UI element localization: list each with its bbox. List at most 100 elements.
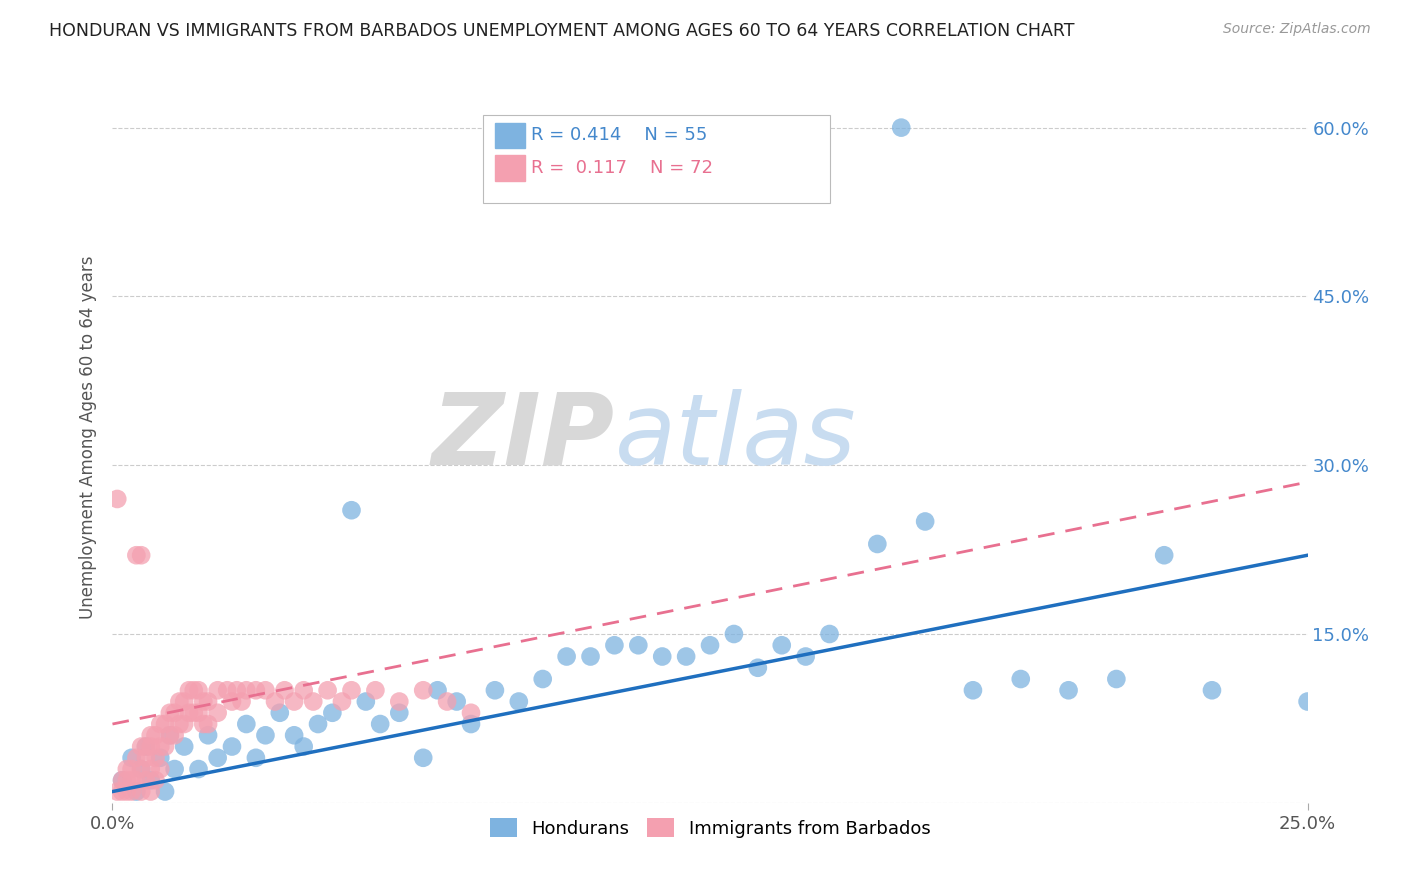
Text: R =  0.117    N = 72: R = 0.117 N = 72 — [531, 160, 713, 178]
Point — [153, 739, 176, 754]
Point — [460, 717, 482, 731]
Point — [217, 683, 239, 698]
Point — [388, 694, 411, 708]
Point — [302, 694, 325, 708]
Point — [129, 739, 152, 754]
Point — [235, 717, 257, 731]
Point — [354, 694, 377, 708]
Point — [1010, 672, 1032, 686]
Point — [436, 694, 458, 708]
Point — [364, 683, 387, 698]
Point — [163, 728, 186, 742]
Text: atlas: atlas — [614, 389, 856, 485]
Point — [330, 694, 353, 708]
Point — [111, 784, 134, 798]
Point — [484, 683, 506, 698]
Point — [173, 739, 195, 754]
Point — [187, 762, 209, 776]
Legend: Hondurans, Immigrants from Barbados: Hondurans, Immigrants from Barbados — [482, 811, 938, 845]
Point — [139, 773, 162, 788]
Point — [187, 706, 209, 720]
Point — [460, 706, 482, 720]
Text: HONDURAN VS IMMIGRANTS FROM BARBADOS UNEMPLOYMENT AMONG AGES 60 TO 64 YEARS CORR: HONDURAN VS IMMIGRANTS FROM BARBADOS UNE… — [49, 22, 1074, 40]
Point — [149, 739, 172, 754]
Point — [1201, 683, 1223, 698]
Point — [163, 706, 186, 720]
Point — [145, 751, 167, 765]
Point — [129, 762, 152, 776]
Point — [388, 706, 411, 720]
Point — [1057, 683, 1080, 698]
Point — [183, 706, 205, 720]
Point — [866, 537, 889, 551]
Point — [723, 627, 745, 641]
Point — [292, 739, 315, 754]
Point — [121, 751, 143, 765]
Point — [221, 694, 243, 708]
Point — [207, 683, 229, 698]
Text: R = 0.414    N = 55: R = 0.414 N = 55 — [531, 127, 707, 145]
Point — [149, 717, 172, 731]
Point — [121, 762, 143, 776]
Point — [177, 683, 200, 698]
Point — [962, 683, 984, 698]
Point — [193, 694, 215, 708]
Point — [135, 739, 157, 754]
Point — [193, 717, 215, 731]
Point — [197, 694, 219, 708]
Point — [675, 649, 697, 664]
Point — [340, 683, 363, 698]
Point — [273, 683, 295, 698]
Point — [177, 706, 200, 720]
Point — [207, 751, 229, 765]
Point — [890, 120, 912, 135]
Point — [1153, 548, 1175, 562]
Point — [115, 773, 138, 788]
Point — [111, 773, 134, 788]
Point — [207, 706, 229, 720]
Point — [187, 683, 209, 698]
Point — [316, 683, 339, 698]
Point — [153, 717, 176, 731]
Point — [221, 739, 243, 754]
Point — [183, 683, 205, 698]
Bar — [495, 122, 524, 148]
Point — [169, 717, 191, 731]
Point — [121, 773, 143, 788]
Point — [254, 683, 277, 698]
Point — [818, 627, 841, 641]
Point — [115, 762, 138, 776]
Point — [340, 503, 363, 517]
Point — [579, 649, 602, 664]
Point — [159, 728, 181, 742]
Point — [603, 638, 626, 652]
Point — [125, 751, 148, 765]
Point — [197, 717, 219, 731]
Point — [651, 649, 673, 664]
Point — [135, 773, 157, 788]
Point — [269, 706, 291, 720]
Point — [129, 784, 152, 798]
Point — [231, 694, 253, 708]
Point — [283, 694, 305, 708]
Point — [283, 728, 305, 742]
Point — [159, 728, 181, 742]
Point — [321, 706, 343, 720]
Text: Source: ZipAtlas.com: Source: ZipAtlas.com — [1223, 22, 1371, 37]
Point — [129, 548, 152, 562]
Point — [197, 728, 219, 742]
Point — [225, 683, 247, 698]
Point — [153, 784, 176, 798]
Point — [1105, 672, 1128, 686]
Point — [446, 694, 468, 708]
Point — [105, 784, 128, 798]
Point — [139, 762, 162, 776]
Point — [163, 762, 186, 776]
Point — [159, 706, 181, 720]
Point — [245, 683, 267, 698]
Point — [292, 683, 315, 698]
Point — [368, 717, 391, 731]
Point — [794, 649, 817, 664]
Point — [914, 515, 936, 529]
FancyBboxPatch shape — [484, 115, 830, 203]
